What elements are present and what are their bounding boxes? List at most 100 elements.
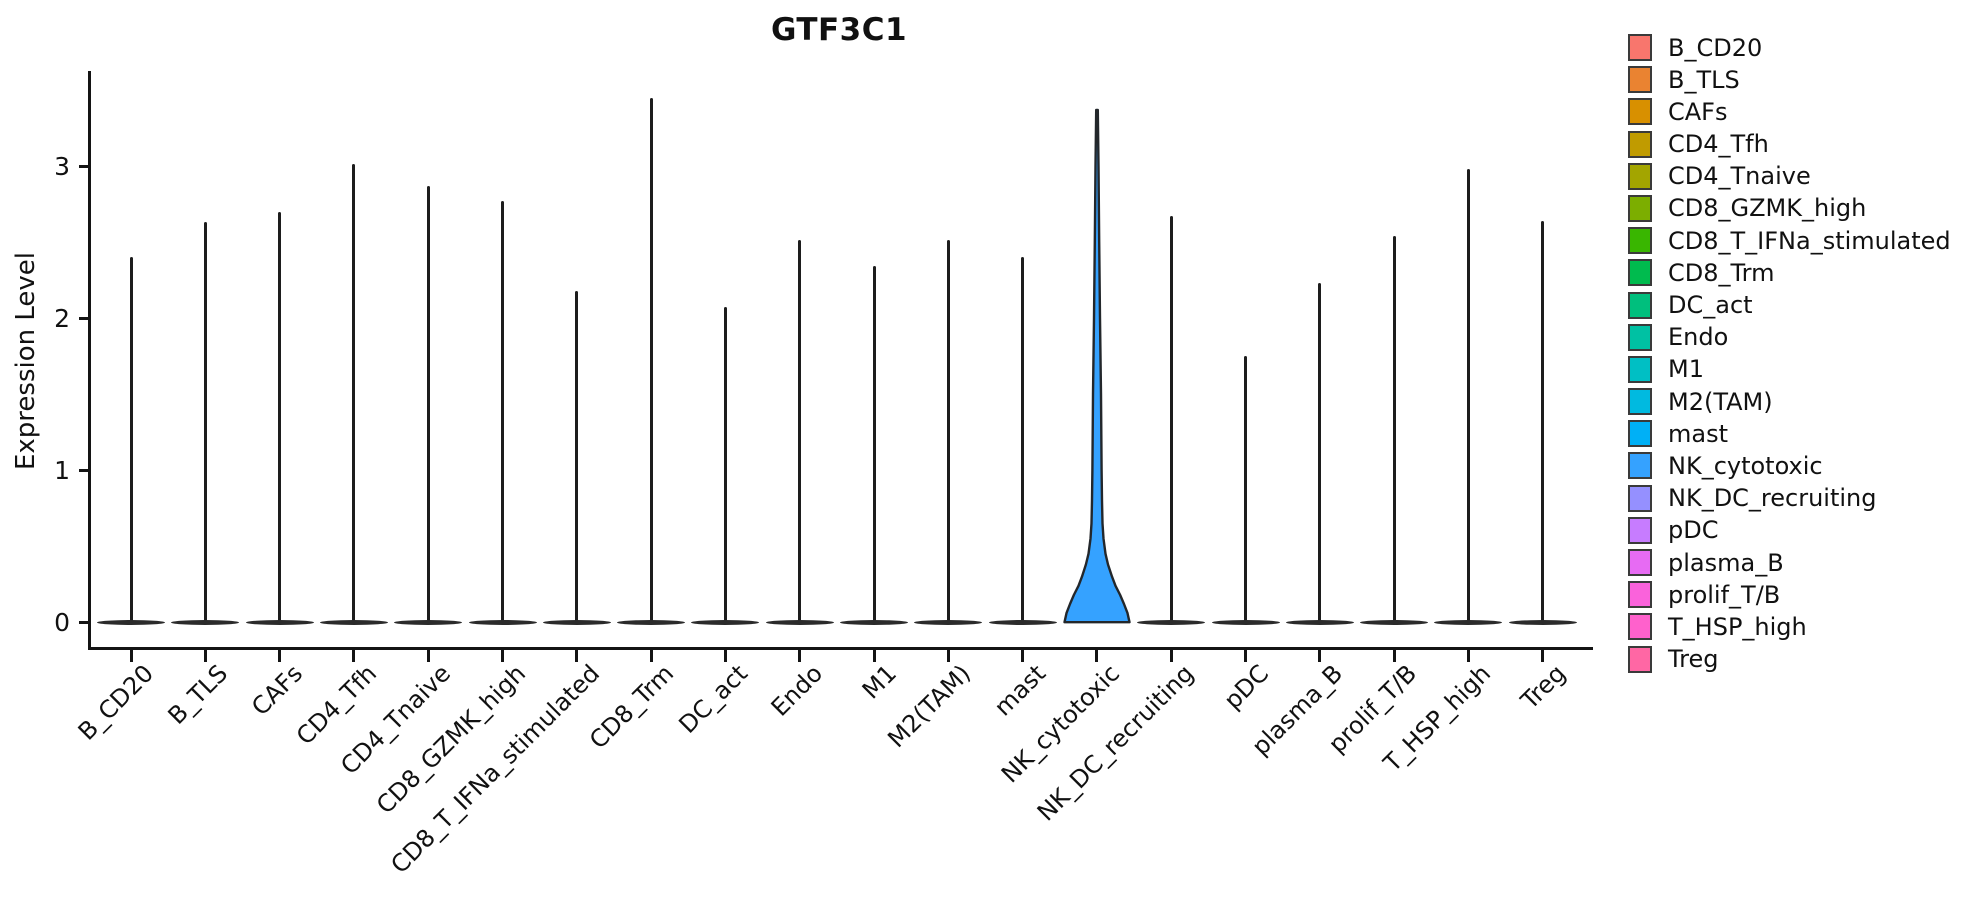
legend-item: M2(TAM) bbox=[1628, 387, 1951, 416]
legend-label: DC_act bbox=[1668, 291, 1753, 319]
legend-swatch bbox=[1628, 645, 1652, 673]
legend-swatch bbox=[1628, 66, 1652, 94]
legend-swatch bbox=[1628, 34, 1652, 61]
violin-base-Endo bbox=[765, 619, 834, 625]
legend-swatch bbox=[1628, 516, 1652, 544]
x-tick-mark bbox=[798, 650, 802, 662]
legend-item: DC_act bbox=[1628, 291, 1951, 320]
legend-label: CD8_Trm bbox=[1668, 258, 1775, 287]
legend-label: Treg bbox=[1668, 645, 1719, 674]
violin-spike-B_TLS bbox=[203, 222, 207, 622]
legend-label: pDC bbox=[1668, 516, 1719, 545]
violin-spike-mast bbox=[1021, 257, 1025, 622]
legend: B_CD20 B_TLS CAFs CD4_Tfh CD4_Tnaive CD8_GZMK… bbox=[1628, 33, 1951, 677]
x-tick-mark bbox=[203, 650, 207, 662]
violin-highlight-NK_cytotoxic bbox=[1063, 108, 1131, 624]
violin-spike-DC_act bbox=[723, 307, 727, 622]
x-tick-mark bbox=[1244, 650, 1247, 662]
violin-spike-CAFs bbox=[278, 211, 282, 622]
violin-spike-B_CD20 bbox=[129, 257, 133, 622]
legend-label: CD4_Tnaive bbox=[1668, 162, 1811, 191]
violin-spike-M2(TAM) bbox=[946, 240, 950, 622]
violin-spike-M1 bbox=[872, 266, 876, 622]
legend-swatch bbox=[1628, 549, 1652, 576]
violin-spike-CD4_Tfh bbox=[352, 164, 356, 622]
legend-label: M1 bbox=[1668, 355, 1704, 384]
violin-spike-Endo bbox=[798, 240, 802, 622]
violin-spike-CD4_Tnaive bbox=[426, 185, 430, 622]
violin-spike-CD8_Trm bbox=[649, 97, 653, 622]
violin-base-Treg bbox=[1508, 619, 1577, 625]
legend-swatch bbox=[1628, 162, 1652, 190]
legend-item: Treg bbox=[1628, 645, 1951, 674]
legend-label: mast bbox=[1668, 419, 1728, 448]
violin-spike-Treg bbox=[1541, 220, 1545, 622]
legend-item: CD8_T_IFNa_stimulated bbox=[1628, 226, 1951, 255]
violin-spike-NK_DC_recruiting bbox=[1169, 216, 1173, 622]
legend-item: CD8_GZMK_high bbox=[1628, 194, 1951, 223]
legend-swatch bbox=[1628, 227, 1652, 255]
y-tick-mark bbox=[79, 164, 88, 168]
x-tick-mark bbox=[946, 650, 950, 662]
legend-swatch bbox=[1628, 484, 1652, 512]
legend-swatch bbox=[1628, 420, 1652, 448]
violin-base-CAFs bbox=[245, 619, 314, 625]
violin-base-NK_DC_recruiting bbox=[1137, 619, 1206, 625]
x-tick-mark bbox=[1318, 650, 1322, 662]
legend-item: B_CD20 bbox=[1628, 33, 1951, 62]
violin-base-CD4_Tnaive bbox=[394, 619, 463, 625]
legend-item: prolif_T/B bbox=[1628, 580, 1951, 609]
y-tick-label: 3 bbox=[54, 151, 70, 181]
x-tick-mark bbox=[426, 650, 430, 662]
legend-label: M2(TAM) bbox=[1668, 387, 1773, 416]
x-tick-mark bbox=[575, 650, 579, 662]
violin-base-T_HSP_high bbox=[1434, 619, 1503, 625]
legend-label: plasma_B bbox=[1668, 548, 1784, 577]
x-tick-mark bbox=[1541, 650, 1545, 662]
legend-label: CD8_GZMK_high bbox=[1668, 194, 1867, 223]
legend-label: NK_cytotoxic bbox=[1668, 451, 1823, 480]
y-tick-label: 0 bbox=[54, 607, 70, 637]
legend-label: B_CD20 bbox=[1668, 33, 1763, 62]
plot-title: GTF3C1 bbox=[770, 12, 908, 48]
legend-item: pDC bbox=[1628, 516, 1951, 545]
x-tick-mark bbox=[501, 650, 504, 662]
legend-item: B_TLS bbox=[1628, 65, 1951, 94]
violin-spike-pDC bbox=[1244, 356, 1247, 622]
x-tick-mark bbox=[649, 650, 653, 662]
legend-item: plasma_B bbox=[1628, 548, 1951, 577]
legend-label: NK_DC_recruiting bbox=[1668, 484, 1877, 513]
violin-base-pDC bbox=[1211, 619, 1280, 625]
x-tick-mark bbox=[1169, 650, 1173, 662]
legend-label: B_TLS bbox=[1668, 65, 1740, 94]
violin-base-CD8_GZMK_high bbox=[468, 619, 537, 625]
legend-swatch bbox=[1628, 581, 1652, 609]
violin-spike-plasma_B bbox=[1318, 283, 1322, 622]
legend-item: CD4_Tfh bbox=[1628, 130, 1951, 159]
legend-swatch bbox=[1628, 98, 1652, 126]
violin-base-M2(TAM) bbox=[914, 619, 983, 625]
y-tick-mark bbox=[79, 468, 88, 472]
legend-label: CAFs bbox=[1668, 97, 1728, 126]
violin-base-B_TLS bbox=[171, 619, 240, 625]
y-tick-mark bbox=[79, 620, 88, 624]
violin-base-prolif_T/B bbox=[1360, 619, 1429, 625]
y-tick-label: 2 bbox=[54, 303, 70, 333]
x-tick-mark bbox=[129, 650, 133, 662]
legend-item: T_HSP_high bbox=[1628, 612, 1951, 641]
y-tick-label: 1 bbox=[54, 455, 70, 485]
x-tick-mark bbox=[872, 650, 876, 662]
violin-base-B_CD20 bbox=[97, 619, 165, 625]
violin-spike-T_HSP_high bbox=[1466, 169, 1470, 622]
legend-swatch bbox=[1628, 452, 1652, 480]
legend-label: CD8_T_IFNa_stimulated bbox=[1668, 226, 1951, 255]
legend-label: Endo bbox=[1668, 323, 1729, 352]
legend-item: CAFs bbox=[1628, 97, 1951, 126]
legend-item: Endo bbox=[1628, 323, 1951, 352]
y-tick-mark bbox=[79, 316, 88, 320]
legend-label: CD4_Tfh bbox=[1668, 130, 1769, 159]
legend-label: T_HSP_high bbox=[1668, 612, 1807, 641]
violin-base-CD8_T_IFNa_stimulated bbox=[542, 619, 611, 625]
violin-base-plasma_B bbox=[1285, 619, 1354, 625]
